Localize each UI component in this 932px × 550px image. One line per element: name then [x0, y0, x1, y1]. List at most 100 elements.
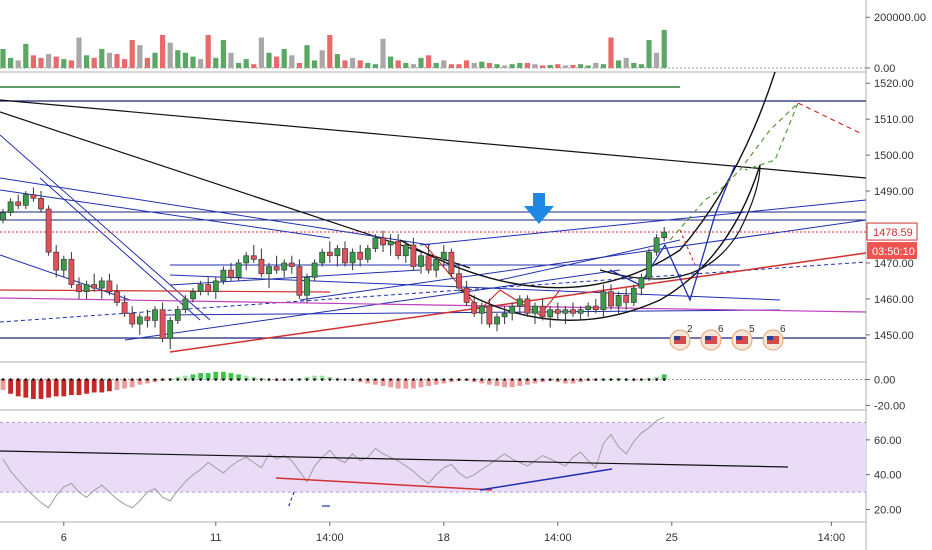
- candle-body: [615, 294, 622, 307]
- candle-body: [98, 280, 105, 289]
- price-axis-label: 1470.00: [874, 258, 914, 270]
- volume-bar: [403, 62, 409, 68]
- oscillator-dot: [77, 378, 81, 381]
- oscillator-dot: [70, 378, 73, 381]
- oscillator-bar: [479, 379, 485, 384]
- oscillator-bar: [107, 379, 112, 392]
- oscillator-bar: [487, 379, 492, 385]
- rsi-trendline-blue-dashed: [287, 491, 295, 509]
- volume-bar: [68, 60, 74, 68]
- candle-body: [250, 255, 257, 260]
- oscillator-dot: [655, 378, 658, 381]
- volume-bar: [220, 40, 226, 68]
- candle-body: [114, 291, 120, 303]
- candle-body: [509, 305, 516, 314]
- trendline-blue: [159, 309, 781, 316]
- oscillator-bar: [441, 379, 447, 384]
- candle-body: [608, 291, 614, 307]
- trendline-blue: [124, 269, 621, 341]
- volume-bar: [266, 52, 272, 68]
- volume-bar: [464, 60, 470, 68]
- volume-bar: [99, 48, 105, 68]
- volume-bar: [585, 65, 591, 68]
- event-count: 2: [687, 324, 693, 335]
- oscillator-bar: [532, 379, 538, 384]
- candle-body: [266, 266, 272, 275]
- candle-body: [524, 298, 531, 314]
- oscillator-bar: [183, 375, 188, 380]
- oscillator-bar: [661, 374, 667, 380]
- oscillator-bar: [509, 379, 515, 388]
- oscillator-dot: [465, 378, 468, 381]
- oscillator-bar: [365, 379, 371, 384]
- oscillator-dot: [184, 378, 187, 381]
- oscillator-bar: [8, 379, 13, 394]
- volume-bar: [30, 55, 36, 68]
- oscillator-axis-label: -20.00: [874, 400, 905, 412]
- candle-body: [15, 201, 22, 206]
- volume-bar: [251, 64, 257, 68]
- candle-body: [235, 262, 242, 278]
- candle-body: [486, 305, 493, 325]
- volume-bar: [289, 55, 295, 68]
- volume-bar: [441, 60, 447, 68]
- rsi-axis-label: 60.00: [874, 435, 902, 447]
- candle-body: [197, 284, 204, 292]
- oscillator-bar: [213, 371, 219, 380]
- oscillator-dot: [176, 378, 180, 381]
- oscillator-dot: [267, 378, 271, 381]
- arc-black: [599, 164, 761, 280]
- date-label: 6: [61, 532, 67, 544]
- rsi-band: [0, 422, 866, 493]
- oscillator-dot: [457, 378, 461, 381]
- oscillator-dot: [146, 378, 149, 381]
- oscillator-dot: [161, 378, 164, 381]
- volume-bar: [494, 64, 500, 68]
- volume-bar: [638, 64, 644, 68]
- volume-bar: [0, 48, 6, 68]
- candle-body: [53, 251, 60, 271]
- oscillator-dot: [298, 378, 301, 381]
- oscillator-dot: [503, 378, 506, 381]
- volume-bar: [509, 64, 515, 68]
- candle-body: [304, 277, 310, 296]
- oscillator-dot: [602, 378, 605, 381]
- volume-bar: [190, 56, 196, 68]
- oscillator-dot: [252, 378, 256, 381]
- oscillator-dot: [222, 378, 225, 381]
- volume-bar: [426, 55, 432, 68]
- candle-body: [646, 251, 652, 278]
- oscillator-bar: [145, 379, 150, 384]
- date-label: 14:00: [544, 532, 572, 544]
- volume-bar: [661, 29, 667, 68]
- oscillator-dot: [579, 378, 582, 381]
- oscillator-bar: [205, 373, 211, 380]
- oscillator-dot: [32, 378, 35, 381]
- candle-body: [532, 305, 538, 314]
- oscillator-dot: [123, 378, 126, 381]
- oscillator-bar: [319, 375, 325, 380]
- price-axis-label: 1490.00: [874, 186, 914, 198]
- oscillator-dot: [290, 378, 294, 381]
- volume-bar: [654, 52, 660, 68]
- candle-body: [220, 269, 227, 282]
- oscillator-bar: [99, 379, 105, 393]
- candle-body: [76, 284, 82, 292]
- oscillator-dot: [617, 378, 620, 381]
- candle-body: [288, 262, 295, 267]
- volume-bar: [395, 60, 401, 68]
- oscillator-dot: [564, 378, 567, 381]
- candle-body: [600, 291, 607, 310]
- oscillator-dot: [282, 378, 286, 381]
- candle-body: [228, 269, 234, 278]
- volume-bar: [137, 45, 143, 68]
- candle-body: [387, 241, 394, 246]
- candle-body: [372, 237, 379, 249]
- candle-body: [478, 305, 485, 314]
- trendline-blue: [0, 189, 331, 239]
- oscillator-dot: [586, 378, 590, 381]
- oscillator-dot: [450, 378, 453, 381]
- volume-bar: [274, 56, 280, 68]
- candle-body: [326, 251, 333, 257]
